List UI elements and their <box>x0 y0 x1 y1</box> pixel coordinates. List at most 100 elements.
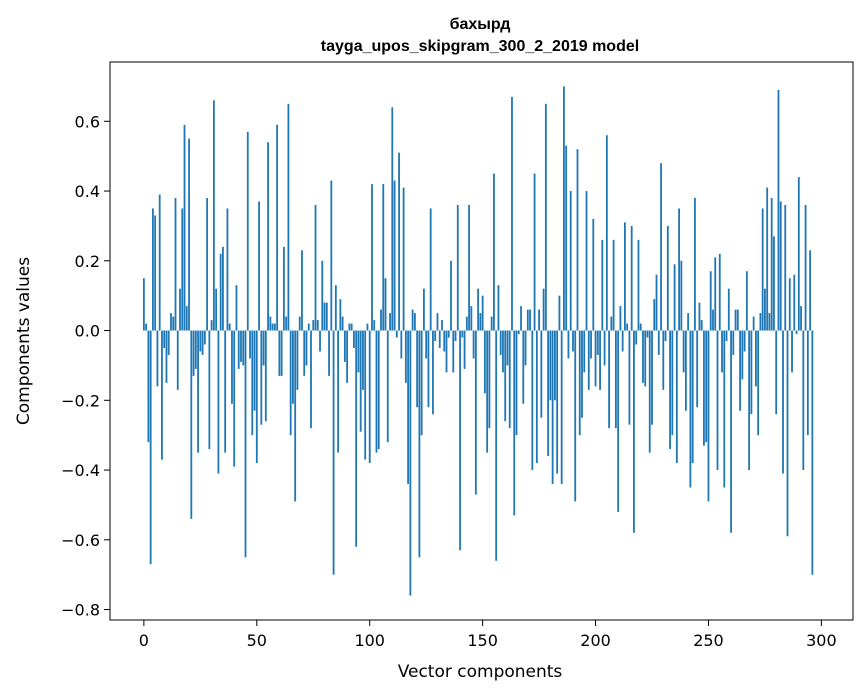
bar <box>395 330 398 338</box>
bar <box>357 330 360 373</box>
bar <box>675 330 678 464</box>
bar <box>470 306 473 331</box>
bar <box>465 316 468 331</box>
bar <box>811 330 814 575</box>
bar <box>696 330 699 408</box>
bar <box>745 271 748 331</box>
bar <box>601 239 604 331</box>
bar <box>228 323 231 331</box>
bar <box>619 306 622 331</box>
bar <box>436 313 439 331</box>
bar <box>608 330 610 429</box>
bar <box>691 330 694 464</box>
bar <box>242 330 245 366</box>
bar <box>499 330 502 355</box>
bar <box>474 330 477 495</box>
bar <box>662 330 665 390</box>
bar <box>312 320 315 331</box>
bar <box>156 330 159 387</box>
bar <box>723 330 726 488</box>
bar <box>646 330 649 338</box>
bar <box>276 124 279 331</box>
bar <box>477 288 480 331</box>
bar <box>364 330 367 460</box>
bar <box>734 309 737 331</box>
bar <box>560 330 563 484</box>
bar <box>325 302 328 331</box>
bar <box>795 330 798 335</box>
x-tick-label: 250 <box>693 631 724 650</box>
bar <box>797 177 800 331</box>
bar <box>368 330 371 464</box>
bar <box>775 330 778 415</box>
bar <box>294 330 297 502</box>
y-tick-label: 0.0 <box>75 322 100 341</box>
bar <box>639 323 642 331</box>
bar <box>389 313 391 331</box>
bar <box>262 330 265 366</box>
bar <box>163 330 166 348</box>
bar <box>700 320 703 331</box>
bar <box>712 309 714 331</box>
bar <box>709 271 712 331</box>
bar <box>273 323 276 331</box>
bar <box>362 330 364 390</box>
y-tick-label: 0.6 <box>75 112 100 131</box>
bar <box>594 330 597 387</box>
bar <box>231 330 233 404</box>
bar <box>583 330 586 373</box>
bar <box>786 330 789 537</box>
bar <box>343 330 346 362</box>
bar <box>542 288 545 331</box>
bar <box>176 330 179 390</box>
y-tick-label: 0.2 <box>75 252 100 271</box>
bar <box>255 330 258 464</box>
bar <box>420 330 423 436</box>
bar <box>524 330 527 366</box>
bar <box>714 257 717 331</box>
bar <box>486 330 489 453</box>
bar <box>614 330 617 429</box>
bar <box>375 330 378 453</box>
bar <box>418 330 421 558</box>
bar <box>648 330 651 453</box>
bar <box>447 330 450 338</box>
bar <box>382 184 385 331</box>
bar <box>567 330 570 359</box>
bar <box>407 330 410 484</box>
bar <box>423 288 425 331</box>
bar <box>802 330 805 471</box>
bar <box>411 309 414 331</box>
bar <box>251 330 254 436</box>
bar <box>642 330 644 383</box>
bar <box>576 149 579 331</box>
bar <box>443 330 446 352</box>
bar <box>581 330 583 418</box>
y-axis-ticks: −0.8 −0.6 −0.4 −0.2 0.0 0.2 0.4 0.6 <box>61 112 110 620</box>
bar <box>158 194 161 331</box>
bar <box>809 250 811 331</box>
bar <box>587 330 590 390</box>
bar <box>793 274 796 331</box>
bar <box>454 330 457 341</box>
bar <box>651 330 653 425</box>
bar <box>782 330 784 474</box>
bar <box>732 330 735 355</box>
bar <box>145 323 148 331</box>
bar <box>240 330 242 362</box>
bar <box>452 330 455 373</box>
bar <box>800 306 802 331</box>
bar <box>520 306 522 331</box>
x-tick-label: 100 <box>354 631 385 650</box>
bar <box>529 309 531 331</box>
bar <box>441 320 443 331</box>
bar <box>289 330 292 436</box>
bar <box>628 330 631 425</box>
bar <box>416 330 419 408</box>
bar <box>637 239 640 331</box>
bar <box>425 330 428 359</box>
bar <box>172 316 175 331</box>
bar <box>761 208 764 331</box>
bar <box>271 323 274 331</box>
bar <box>147 330 150 443</box>
